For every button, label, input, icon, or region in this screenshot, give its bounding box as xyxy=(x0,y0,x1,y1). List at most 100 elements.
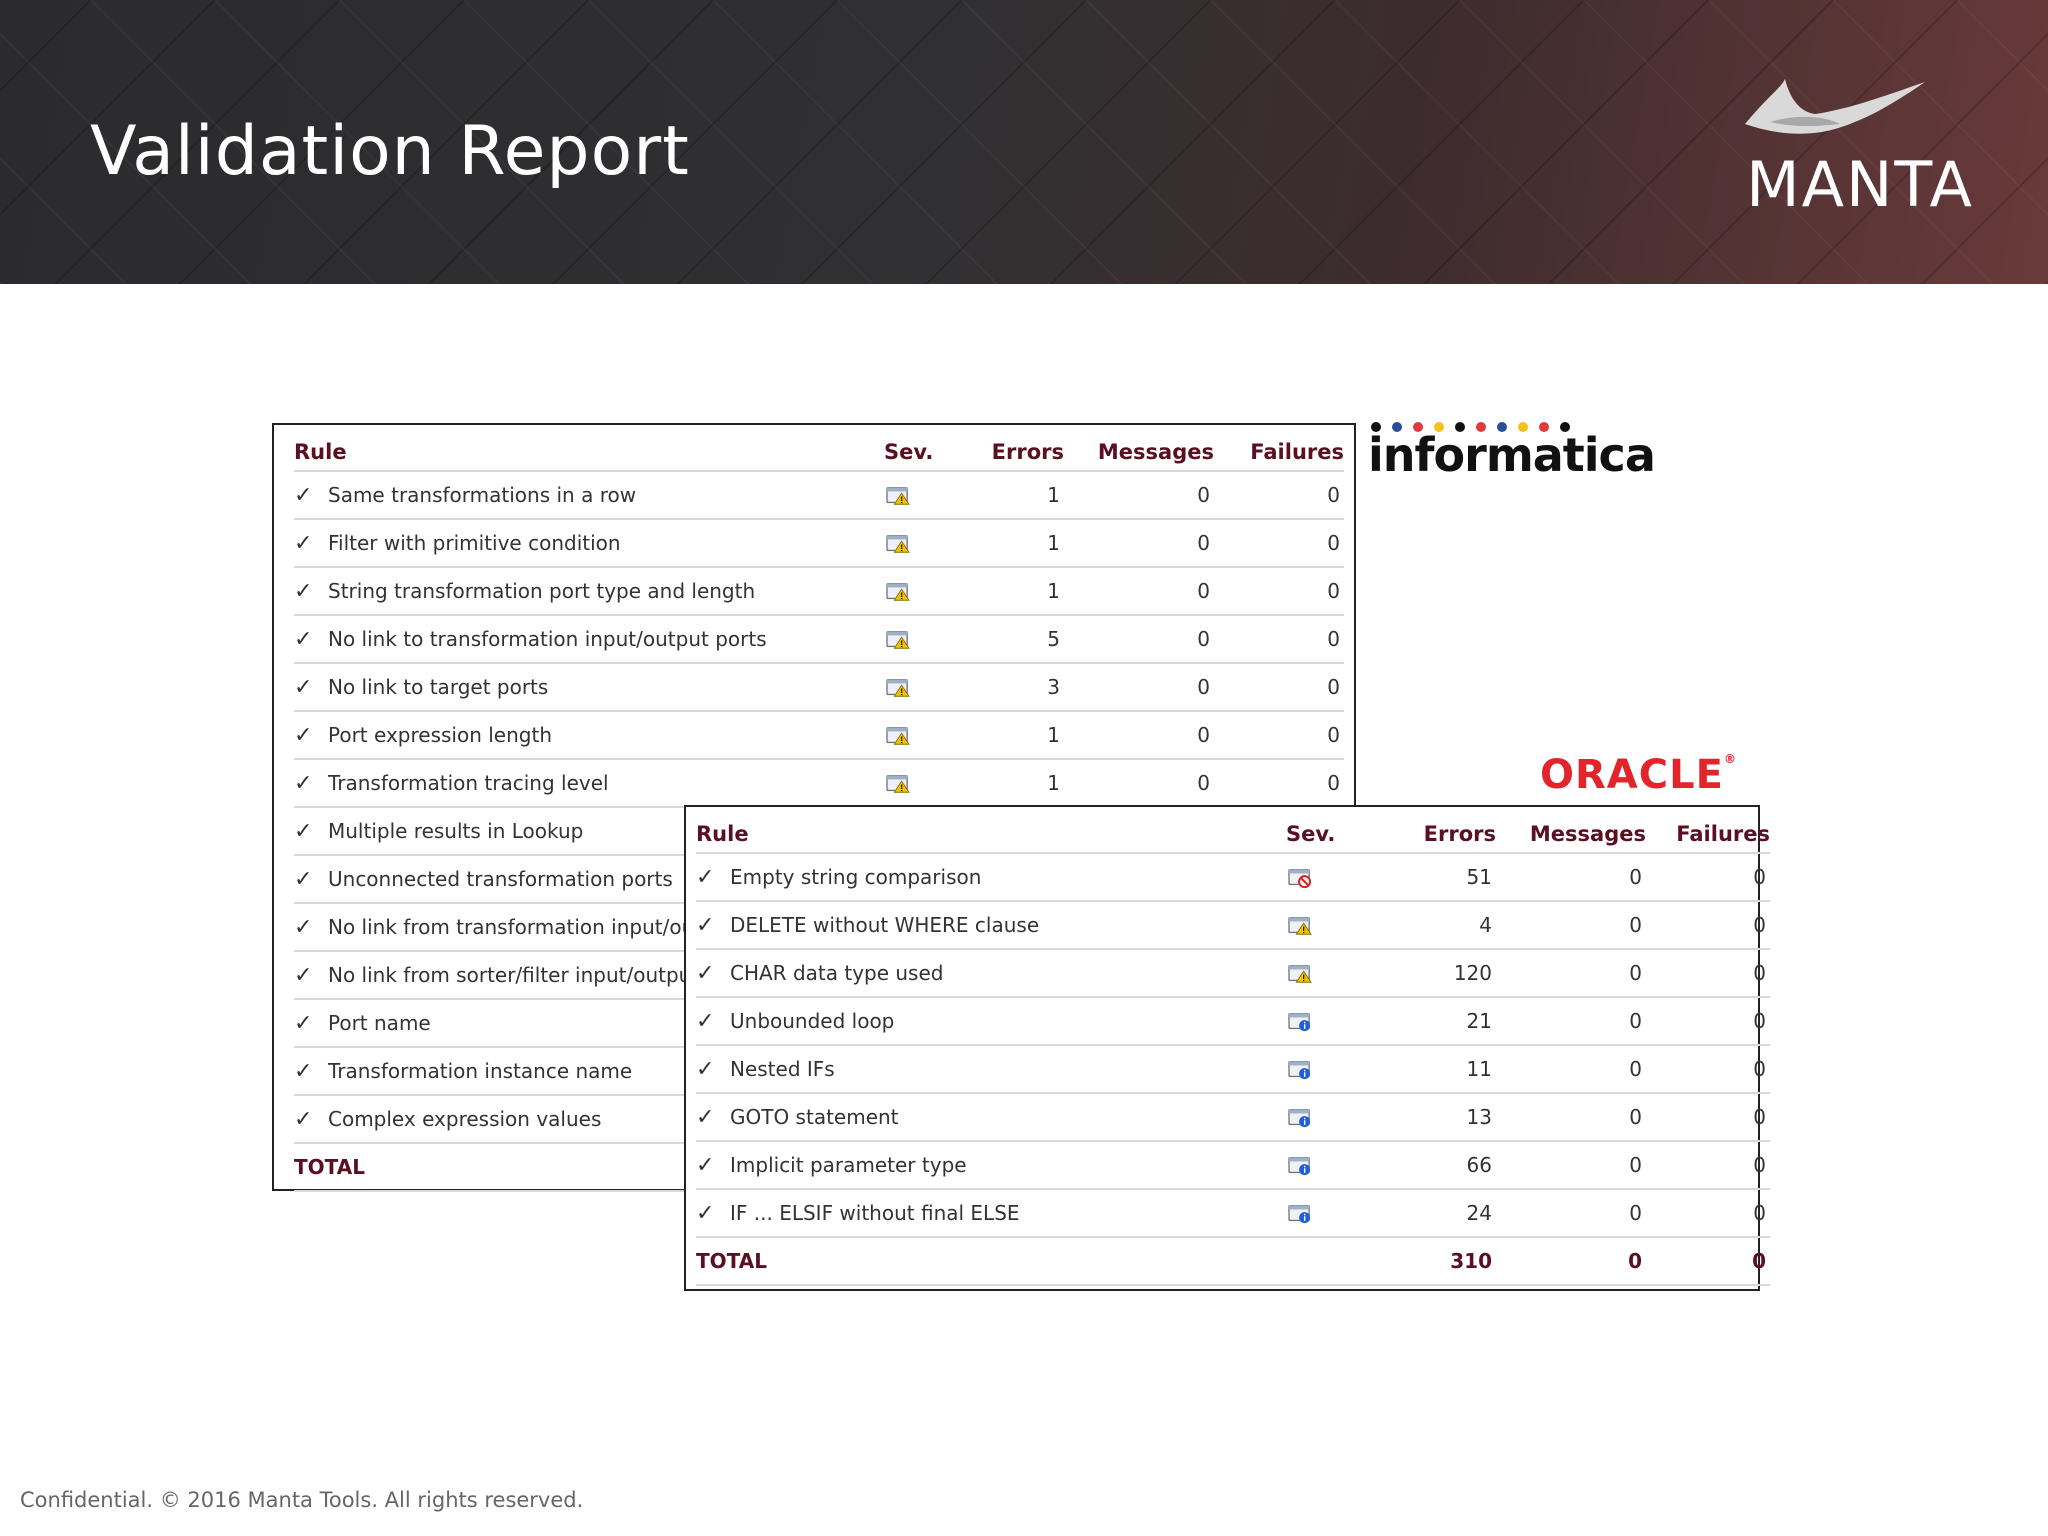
rule-cell: ✓ Port expression length xyxy=(294,711,884,760)
rule-name: Transformation instance name xyxy=(328,1058,633,1083)
table-row[interactable]: ✓ Port expression length 1 0 0 xyxy=(294,711,1344,760)
severity-cell xyxy=(1286,853,1376,902)
rule-cell: ✓ CHAR data type used xyxy=(696,949,1286,998)
informatica-dot xyxy=(1434,422,1444,432)
checkmark-icon: ✓ xyxy=(294,1010,313,1036)
column-header-messages[interactable]: Messages xyxy=(1496,807,1646,854)
column-header-errors[interactable]: Errors xyxy=(1376,807,1496,854)
table-row[interactable]: ✓ Implicit parameter type 66 0 0 xyxy=(696,1141,1770,1190)
rule-cell: ✓ Implicit parameter type xyxy=(696,1141,1286,1190)
messages-count: 0 xyxy=(1064,663,1214,712)
severity-cell xyxy=(1286,997,1376,1046)
total-row: TOTAL 310 0 0 xyxy=(696,1237,1770,1286)
informatica-dot xyxy=(1518,422,1528,432)
severity-error-icon xyxy=(1286,865,1314,889)
column-header-sev[interactable]: Sev. xyxy=(1286,807,1376,854)
errors-count: 21 xyxy=(1376,997,1496,1046)
severity-warning-icon xyxy=(1286,913,1314,937)
checkmark-icon: ✓ xyxy=(294,866,313,892)
table-row[interactable]: ✓ String transformation port type and len… xyxy=(294,567,1344,616)
errors-count: 3 xyxy=(954,663,1064,712)
rule-name: DELETE without WHERE clause xyxy=(730,912,1040,937)
column-header-failures[interactable]: Failures xyxy=(1214,425,1344,472)
severity-cell xyxy=(1286,1045,1376,1094)
oracle-logo: ORACLE® xyxy=(1540,752,1737,798)
rule-name: Nested IFs xyxy=(730,1056,835,1081)
failures-count: 0 xyxy=(1646,1093,1770,1142)
oracle-logo-text: ORACLE xyxy=(1540,752,1724,798)
column-header-rule[interactable]: Rule xyxy=(696,807,1286,854)
severity-cell xyxy=(884,471,954,520)
oracle-registered-mark: ® xyxy=(1723,752,1737,766)
table-row[interactable]: ✓ Unbounded loop 21 0 0 xyxy=(696,997,1770,1046)
table-row[interactable]: ✓ GOTO statement 13 0 0 xyxy=(696,1093,1770,1142)
messages-count: 0 xyxy=(1496,997,1646,1046)
checkmark-icon: ✓ xyxy=(696,1008,715,1034)
messages-count: 0 xyxy=(1496,1189,1646,1238)
messages-count: 0 xyxy=(1064,519,1214,568)
table-header-row: Rule Sev. Errors Messages Failures xyxy=(696,807,1770,854)
messages-count: 0 xyxy=(1496,901,1646,950)
rule-name: Complex expression values xyxy=(328,1106,602,1131)
messages-count: 0 xyxy=(1496,1093,1646,1142)
table-row[interactable]: ✓ IF ... ELSIF without final ELSE 24 0 0 xyxy=(696,1189,1770,1238)
severity-warning-icon xyxy=(884,531,912,555)
checkmark-icon: ✓ xyxy=(696,1152,715,1178)
checkmark-icon: ✓ xyxy=(294,1058,313,1084)
rule-name: CHAR data type used xyxy=(730,960,944,985)
table-row[interactable]: ✓ No link to transformation input/output … xyxy=(294,615,1344,664)
messages-count: 0 xyxy=(1496,1045,1646,1094)
severity-warning-icon xyxy=(1286,961,1314,985)
column-header-errors[interactable]: Errors xyxy=(954,425,1064,472)
failures-count: 0 xyxy=(1646,997,1770,1046)
checkmark-icon: ✓ xyxy=(294,962,313,988)
table-row[interactable]: ✓ Same transformations in a row 1 0 0 xyxy=(294,471,1344,520)
column-header-rule[interactable]: Rule xyxy=(294,425,884,472)
informatica-dot xyxy=(1371,422,1381,432)
errors-count: 5 xyxy=(954,615,1064,664)
table-row[interactable]: ✓ Nested IFs 11 0 0 xyxy=(696,1045,1770,1094)
table-row[interactable]: ✓ DELETE without WHERE clause 4 0 0 xyxy=(696,901,1770,950)
manta-ray-icon xyxy=(1745,79,1925,134)
failures-count: 0 xyxy=(1214,711,1344,760)
rule-name: Filter with primitive condition xyxy=(328,530,621,555)
column-header-messages[interactable]: Messages xyxy=(1064,425,1214,472)
errors-count: 1 xyxy=(954,711,1064,760)
table-row[interactable]: ✓ CHAR data type used 120 0 0 xyxy=(696,949,1770,998)
rule-name: String transformation port type and leng… xyxy=(328,578,756,603)
table-row[interactable]: ✓ Filter with primitive condition 1 0 0 xyxy=(294,519,1344,568)
checkmark-icon: ✓ xyxy=(696,1200,715,1226)
severity-cell xyxy=(1286,949,1376,998)
table-header-row: Rule Sev. Errors Messages Failures xyxy=(294,425,1344,472)
table-row[interactable]: ✓ Empty string comparison 51 0 0 xyxy=(696,853,1770,902)
severity-cell xyxy=(1286,1189,1376,1238)
messages-count: 0 xyxy=(1064,759,1214,808)
table-row[interactable]: ✓ No link to target ports 3 0 0 xyxy=(294,663,1344,712)
informatica-dot xyxy=(1560,422,1570,432)
failures-count: 0 xyxy=(1646,901,1770,950)
errors-count: 120 xyxy=(1376,949,1496,998)
informatica-dots-logo xyxy=(1371,422,1570,432)
severity-info-icon xyxy=(1286,1153,1314,1177)
column-header-sev[interactable]: Sev. xyxy=(884,425,954,472)
failures-count: 0 xyxy=(1646,1141,1770,1190)
rule-name: No link to transformation input/output p… xyxy=(328,626,767,651)
failures-count: 0 xyxy=(1646,853,1770,902)
failures-count: 0 xyxy=(1214,615,1344,664)
severity-info-icon xyxy=(1286,1201,1314,1225)
messages-count: 0 xyxy=(1064,567,1214,616)
informatica-dot xyxy=(1539,422,1549,432)
failures-count: 0 xyxy=(1646,949,1770,998)
severity-cell xyxy=(884,759,954,808)
severity-info-icon xyxy=(1286,1057,1314,1081)
severity-cell xyxy=(884,663,954,712)
table-row[interactable]: ✓ Transformation tracing level 1 0 0 xyxy=(294,759,1344,808)
messages-count: 0 xyxy=(1496,949,1646,998)
errors-count: 66 xyxy=(1376,1141,1496,1190)
errors-count: 13 xyxy=(1376,1093,1496,1142)
column-header-failures[interactable]: Failures xyxy=(1646,807,1770,854)
checkmark-icon: ✓ xyxy=(294,1106,313,1132)
rule-name: Empty string comparison xyxy=(730,864,982,889)
rule-cell: ✓ Empty string comparison xyxy=(696,853,1286,902)
oracle-validation-table: Rule Sev. Errors Messages Failures ✓ Empt… xyxy=(684,805,1770,1291)
